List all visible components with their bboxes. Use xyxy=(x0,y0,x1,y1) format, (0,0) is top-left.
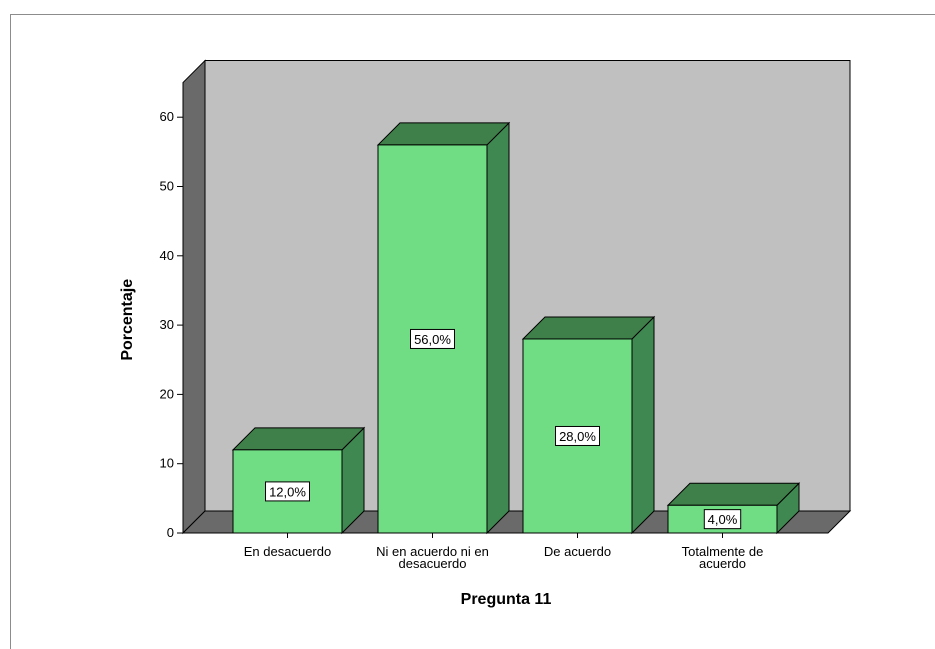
y-tick-label: 30 xyxy=(160,317,174,332)
bar-top xyxy=(231,427,366,451)
data-label-box xyxy=(265,481,310,502)
y-axis-title: Porcentaje xyxy=(119,279,136,361)
bar-top xyxy=(521,316,656,340)
side-wall xyxy=(182,59,206,535)
x-tick-label: Ni en acuerdo ni en xyxy=(376,544,489,559)
x-tick-label: De acuerdo xyxy=(544,544,611,559)
data-label: 56,0% xyxy=(414,332,451,347)
y-tick-label: 10 xyxy=(160,456,174,471)
bar-top xyxy=(376,122,511,146)
y-tick-label: 60 xyxy=(160,109,174,124)
x-tick-label: Totalmente de xyxy=(682,544,764,559)
data-label-box xyxy=(555,425,600,446)
x-tick-label: En desacuerdo xyxy=(244,544,331,559)
data-label-box xyxy=(410,328,455,349)
y-tick-label: 0 xyxy=(167,525,174,540)
y-tick-label: 20 xyxy=(160,386,174,401)
bar-front xyxy=(232,449,343,534)
data-label-box xyxy=(703,509,742,530)
x-axis-title: Pregunta 11 xyxy=(461,591,552,608)
y-tick-label: 50 xyxy=(160,179,174,194)
bar-side xyxy=(631,315,655,535)
y-tick-label: 40 xyxy=(160,248,174,263)
bar-1: 12,0% xyxy=(231,426,366,535)
bar-side xyxy=(486,121,510,535)
bar-3: 28,0% xyxy=(521,315,656,535)
data-label: 12,0% xyxy=(269,484,306,499)
x-tick-label: desacuerdo xyxy=(399,556,467,571)
data-label: 28,0% xyxy=(559,429,596,444)
bar-4: 4,0% xyxy=(666,482,801,535)
x-tick-label: acuerdo xyxy=(699,556,746,571)
bar-top xyxy=(666,482,801,506)
data-label: 4,0% xyxy=(708,512,738,527)
bar-2: 56,0% xyxy=(376,121,511,535)
